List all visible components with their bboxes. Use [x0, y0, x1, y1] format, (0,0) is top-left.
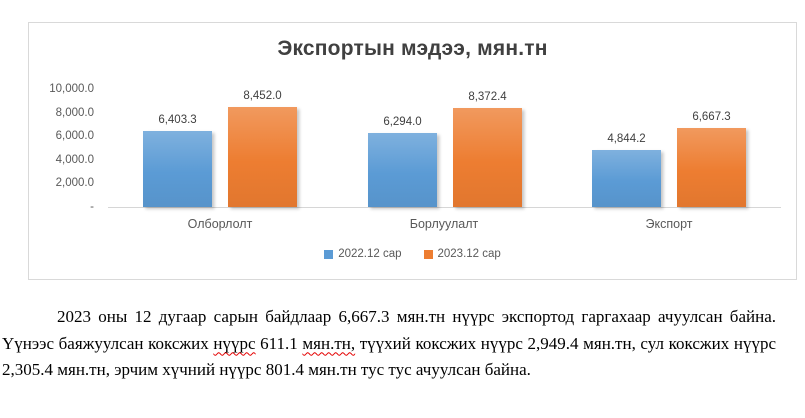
misspelled-word: мян.тн, — [302, 333, 356, 353]
misspelled-word: нүүрс — [213, 333, 256, 353]
category-label: Борлуулалт — [409, 217, 479, 231]
paragraph-text: түүхий коксжих нүүрс 2,949.4 мян.тн, сул… — [2, 333, 776, 380]
y-axis: 10,000.0 8,000.0 6,000.0 4,000.0 2,000.0 - — [29, 23, 94, 279]
y-axis-tick-label: 10,000.0 — [49, 83, 94, 95]
legend-swatch — [324, 249, 334, 259]
embedded-chart[interactable]: Экспортын мэдээ, мян.тн 10,000.0 8,000.0 6… — [28, 22, 797, 280]
bar-series1-group1[interactable] — [143, 131, 212, 207]
bar-series1-group2[interactable] — [368, 133, 437, 207]
bar-series1-group3[interactable] — [592, 150, 661, 207]
paragraph-text: 611.1 — [255, 333, 303, 353]
plot-area: 6,403.3 8,452.0 6,294.0 8,372.4 4,844.2 6,667… — [108, 89, 781, 208]
legend-swatch — [423, 249, 433, 259]
bar-series2-group2[interactable] — [453, 108, 522, 207]
x-axis-category-labels: Олборлолт Борлуулалт Экспорт — [108, 216, 781, 232]
y-axis-tick-label: 4,000.0 — [55, 154, 94, 166]
bar-series2-group3[interactable] — [677, 128, 746, 207]
body-paragraph[interactable]: 2023 оны 12 дугаар сарын байдлаар 6,667.… — [2, 304, 776, 384]
bar-series2-group1[interactable] — [228, 107, 297, 207]
chart-legend[interactable]: 2022.12 сар 2023.12 сар — [29, 248, 796, 260]
category-label: Олборлолт — [187, 217, 253, 231]
chart-title[interactable]: Экспортын мэдээ, мян.тн — [277, 37, 548, 60]
bar-value-label: 6,667.3 — [692, 111, 731, 123]
bar-value-label: 8,372.4 — [468, 91, 507, 103]
paragraph-text: 2023 оны 12 дугаар сарын байдлаар 6,667.… — [2, 307, 776, 353]
y-axis-tick-label: 8,000.0 — [55, 107, 94, 119]
legend-item-1[interactable]: 2022.12 сар — [324, 248, 402, 260]
category-label: Экспорт — [645, 217, 693, 231]
bar-value-label: 4,844.2 — [607, 133, 646, 145]
legend-label: 2022.12 сар — [338, 248, 402, 260]
bar-value-label: 6,403.3 — [158, 114, 197, 126]
y-axis-tick-label: 2,000.0 — [55, 177, 94, 189]
legend-item-2[interactable]: 2023.12 сар — [423, 248, 501, 260]
y-axis-tick-label: 6,000.0 — [55, 130, 94, 142]
legend-label: 2023.12 сар — [437, 248, 501, 260]
y-axis-tick-label: - — [90, 201, 94, 213]
bar-value-label: 8,452.0 — [243, 90, 282, 102]
bar-value-label: 6,294.0 — [383, 116, 422, 128]
